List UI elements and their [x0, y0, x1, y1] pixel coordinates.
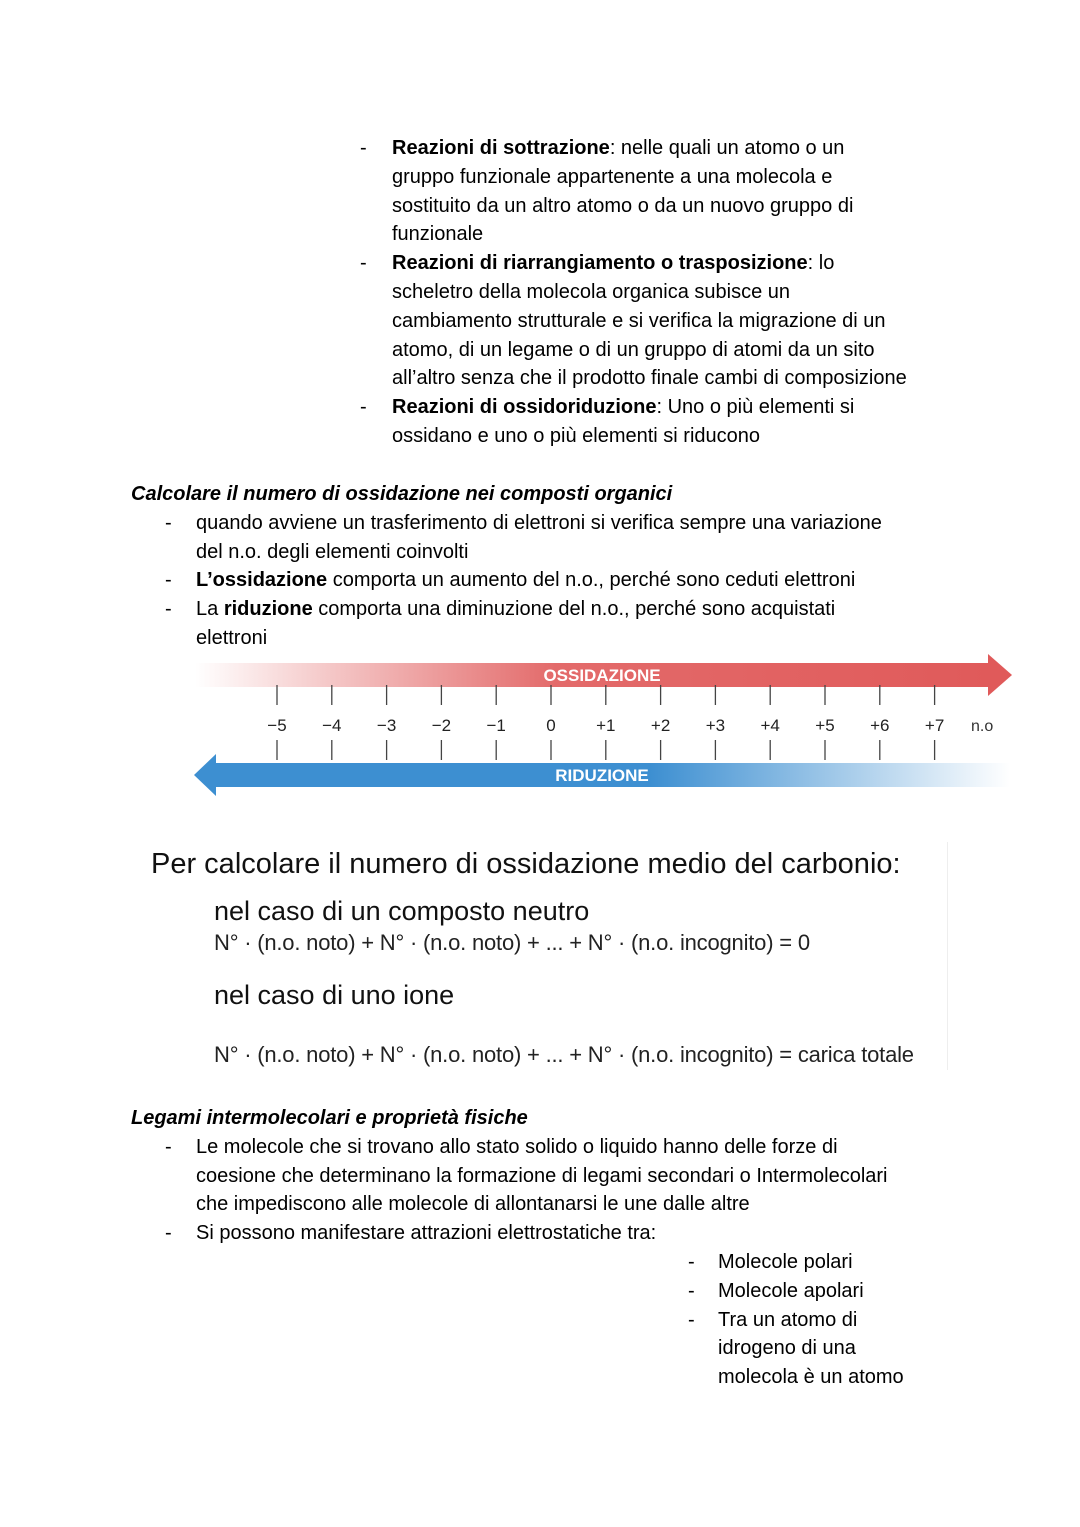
reduction-label: RIDUZIONE [555, 766, 649, 785]
text: Si possono manifestare attrazioni elettr… [196, 1222, 657, 1245]
text: comporta un aumento del n.o., perché son… [327, 569, 856, 592]
text: quando avviene un trasferimento di elett… [196, 512, 882, 534]
list-item-line: L’ossidazione comporta un aumento del n.… [196, 566, 855, 594]
text: sostituito da un altro atomo o da un nuo… [392, 194, 854, 217]
bullet-dash: - [165, 1222, 172, 1245]
list-item-line: Molecole apolari [718, 1277, 864, 1305]
list-item-line: idrogeno di una [718, 1334, 856, 1362]
bold-term: Reazioni di ossidoriduzione [392, 396, 657, 419]
text: cambiamento strutturale e si verifica la… [392, 309, 886, 332]
ion-label: nel caso di uno ione [214, 980, 455, 1010]
bold-term: Reazioni di sottrazione [392, 137, 610, 159]
text: : nelle quali un atomo o un [609, 137, 845, 159]
bold-term: riduzione [223, 598, 313, 621]
text: coesione che determinano la formazione d… [196, 1164, 888, 1187]
text: idrogeno di una [718, 1337, 856, 1360]
section-heading-intermolecular: Legami intermolecolari e proprietà fisic… [131, 1107, 528, 1129]
tick-label: +7 [925, 716, 944, 735]
text: funzionale [392, 223, 484, 246]
reduction-arrow [194, 754, 1010, 796]
list-item-line: funzionale [392, 220, 483, 248]
bullet-dash: - [165, 569, 172, 592]
bold-term: L’ossidazione [196, 569, 328, 592]
text: molecola è un atomo [718, 1366, 904, 1389]
list-item-line: scheletro della molecola organica subisc… [392, 278, 790, 306]
list-item-line: all’altro senza che il prodotto finale c… [392, 364, 907, 392]
text: elettroni [196, 626, 268, 649]
text: Le molecole che si trovano allo stato so… [196, 1136, 838, 1158]
unit-label: n.o [971, 718, 993, 735]
list-item-line: molecola è un atomo [718, 1363, 904, 1391]
list-item-line: La riduzione comporta una diminuzione de… [196, 595, 835, 623]
tick-label: +2 [651, 716, 670, 735]
bullet-dash: - [165, 598, 172, 621]
list-item-line: sostituito da un altro atomo o da un nuo… [392, 192, 853, 220]
text: Tra un atomo di [718, 1308, 858, 1331]
tick-label: −2 [432, 716, 451, 735]
oxidation-label: OSSIDAZIONE [543, 666, 660, 685]
bullet-dash: - [688, 1279, 695, 1302]
tick-label: −5 [267, 716, 286, 735]
divider [947, 842, 948, 1070]
tick-label: −4 [322, 716, 341, 735]
text: comporta una diminuzione del n.o., perch… [312, 598, 836, 621]
list-item-line: Tra un atomo di [718, 1306, 857, 1334]
list-item-line: coesione che determinano la formazione d… [196, 1162, 887, 1190]
neutral-label: nel caso di un composto neutro [214, 896, 590, 926]
bullet-dash: - [165, 512, 172, 534]
text: del n.o. degli elementi coinvolti [196, 540, 469, 563]
text: che impediscono alle molecole di allonta… [196, 1193, 750, 1216]
list-item-line: cambiamento strutturale e si verifica la… [392, 307, 886, 335]
list-item-line: Si possono manifestare attrazioni elettr… [196, 1219, 656, 1247]
list-item-line: atomo, di un legame o di un gruppo di at… [392, 336, 875, 364]
neutral-formula: N° · (n.o. noto) + N° · (n.o. noto) + ..… [214, 930, 810, 955]
formula-title: Per calcolare il numero di ossidazione m… [151, 848, 901, 880]
bullet-dash: - [360, 252, 367, 275]
text: : Uno o più elementi si [656, 396, 855, 419]
section-heading-oxidation: Calcolare il numero di ossidazione nei c… [131, 483, 673, 505]
list-item-line: Le molecole che si trovano allo stato so… [196, 1133, 838, 1161]
tick-label: +3 [706, 716, 725, 735]
bullet-dash: - [360, 396, 367, 419]
tick-label: −3 [377, 716, 396, 735]
list-item-line: Reazioni di sottrazione: nelle quali un … [392, 134, 844, 162]
oxidation-number-diagram: OSSIDAZIONE RIDUZIONE −5 −4 −3 −2 −1 0 +1 +2 +3 +… [194, 654, 1012, 796]
bullet-dash: - [165, 1136, 172, 1158]
text: all’altro senza che il prodotto finale c… [392, 367, 907, 390]
list-item-line: Reazioni di riarrangiamento o trasposizi… [392, 249, 834, 277]
text: La [196, 598, 224, 621]
list-item-line: Molecole polari [718, 1248, 853, 1276]
ion-formula: N° · (n.o. noto) + N° · (n.o. noto) + ..… [214, 1042, 914, 1067]
text: Molecole apolari [718, 1279, 864, 1302]
list-item-line: elettroni [196, 624, 267, 652]
list-item-line: ossidano e uno o più elementi si riducon… [392, 422, 760, 450]
list-item-line: che impediscono alle molecole di allonta… [196, 1190, 750, 1218]
text: atomo, di un legame o di un gruppo di at… [392, 338, 875, 361]
tick-label: 0 [546, 716, 555, 735]
text: scheletro della molecola organica subisc… [392, 281, 791, 303]
oxidation-arrow [195, 654, 1012, 696]
bullet-dash: - [688, 1308, 695, 1331]
bold-term: Reazioni di riarrangiamento o trasposizi… [392, 252, 808, 275]
tick-label: −1 [487, 716, 506, 735]
bullet-dash: - [688, 1251, 695, 1273]
text: ossidano e uno o più elementi si riducon… [392, 425, 761, 447]
list-item-line: Reazioni di ossidoriduzione: Uno o più e… [392, 393, 854, 421]
list-item-line: del n.o. degli elementi coinvolti [196, 538, 468, 566]
list-item-line: gruppo funzionale appartenente a una mol… [392, 163, 832, 191]
tick-label: +5 [815, 716, 834, 735]
list-item-line: quando avviene un trasferimento di elett… [196, 509, 882, 537]
tick-label: +4 [761, 716, 780, 735]
bullet-dash: - [360, 137, 367, 159]
text: Molecole polari [718, 1251, 853, 1273]
text: : lo [807, 252, 835, 275]
tick-label: +6 [870, 716, 889, 735]
tick-label: +1 [596, 716, 615, 735]
text: gruppo funzionale appartenente a una mol… [392, 165, 833, 188]
